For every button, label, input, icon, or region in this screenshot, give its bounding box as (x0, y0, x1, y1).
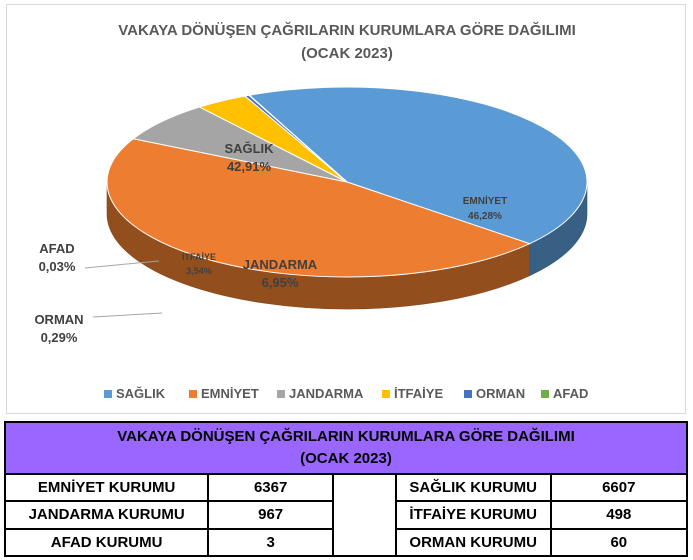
leader-line-5 (84, 260, 160, 269)
legend-label: ORMAN (476, 386, 525, 401)
legend-swatch (104, 390, 112, 398)
pie-chart: VAKAYA DÖNÜŞEN ÇAĞRILARIN KURUMLARA GÖRE… (34, 21, 588, 401)
legend-swatch (541, 390, 549, 398)
chart-area: VAKAYA DÖNÜŞEN ÇAĞRILARIN KURUMLARA GÖRE… (6, 4, 686, 414)
data-label-value: 3,54% (186, 266, 212, 276)
data-label-value: 42,91% (227, 159, 272, 174)
data-label-value: 46,28% (468, 211, 502, 222)
data-label-name: SAĞLIK (224, 141, 274, 156)
table-cell-label: EMNİYET KURUMU (3, 472, 210, 503)
data-label-name: ORMAN (34, 312, 83, 327)
pie-slice-5 (247, 94, 348, 183)
pie-top-faces (106, 86, 588, 278)
leader-line-4 (92, 312, 163, 318)
table-row: EMNİYET KURUMU 6367 SAĞLIK KURUMU 6607 (3, 472, 689, 557)
data-label-name: AFAD (39, 241, 74, 256)
table-gap-cell (332, 473, 397, 557)
legend-swatch (277, 390, 285, 398)
legend-label: AFAD (553, 386, 588, 401)
legend-label: İTFAİYE (394, 386, 443, 401)
table-cell-label: JANDARMA KURUMU (3, 500, 210, 530)
pie-slice-2 (132, 106, 348, 183)
summary-table: VAKAYA DÖNÜŞEN ÇAĞRILARIN KURUMLARA GÖRE… (3, 421, 689, 558)
table-cell-label: İTFAİYE KURUMU (394, 500, 552, 530)
table-cell-label: AFAD KURUMU (3, 527, 210, 558)
pie-slice-0 (248, 86, 588, 245)
legend-label: EMNİYET (201, 386, 259, 401)
legend-swatch (464, 390, 472, 398)
table-cell-value: 498 (549, 500, 689, 530)
legend-label: SAĞLIK (116, 386, 166, 401)
legend-label: JANDARMA (289, 386, 364, 401)
pie-slice-1 (106, 138, 531, 278)
table-title-line1: VAKAYA DÖNÜŞEN ÇAĞRILARIN KURUMLARA GÖRE… (117, 428, 575, 445)
chart-title-line1: VAKAYA DÖNÜŞEN ÇAĞRILARIN KURUMLARA GÖRE… (118, 21, 576, 39)
table-cell-value: 60 (549, 527, 689, 558)
table-title: VAKAYA DÖNÜŞEN ÇAĞRILARIN KURUMLARA GÖRE… (4, 421, 688, 475)
table-row: JANDARMA KURUMU 967 İTFAİYE KURUMU 498 (3, 500, 689, 530)
table-cell-value: 3 (207, 527, 335, 558)
table-cell-value: 967 (207, 500, 335, 530)
table-cell-label: ORMAN KURUMU (394, 527, 552, 558)
chart-title-line2: (OCAK 2023) (301, 45, 393, 62)
data-label-name: JANDARMA (243, 257, 318, 272)
pie-data-labels: SAĞLIK 42,91% EMNİYET 46,28% JANDARMA 6,95% İT… (34, 141, 507, 345)
data-label-name: EMNİYET (463, 194, 507, 207)
data-label-name: İTFAİYE (182, 252, 216, 262)
table-cell-value: 6607 (549, 472, 689, 503)
data-label-value: 6,95% (262, 275, 299, 290)
data-label-value: 0,29% (41, 330, 78, 345)
summary-table-area: VAKAYA DÖNÜŞEN ÇAĞRILARIN KURUMLARA GÖRE… (3, 421, 689, 558)
data-label-value: 0,03% (39, 259, 76, 274)
chart-legend: SAĞLIK EMNİYET JANDARMA İTFAİYE ORMAN AFAD (104, 386, 588, 401)
table-cell-label: SAĞLIK KURUMU (394, 472, 552, 503)
table-row: AFAD KURUMU 3 ORMAN KURUMU 60 (3, 527, 689, 558)
table-title-line2: (OCAK 2023) (300, 450, 392, 467)
legend-swatch (382, 390, 390, 398)
legend-swatch (189, 390, 197, 398)
table-cell-value: 6367 (207, 472, 335, 503)
